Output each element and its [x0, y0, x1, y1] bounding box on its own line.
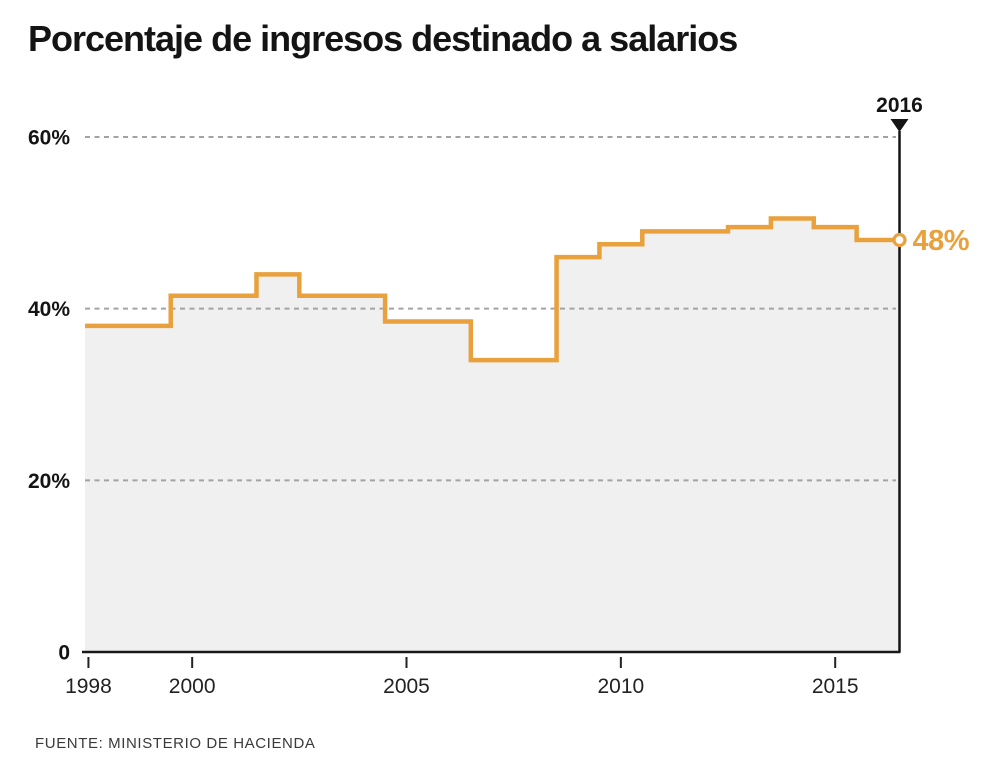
x-tick-label-2005: 2005 [383, 675, 430, 698]
annotation-year-label: 2016 [876, 94, 923, 117]
y-tick-label-20: 20% [28, 470, 70, 493]
x-tick-label-2010: 2010 [597, 675, 644, 698]
area-fill [85, 218, 900, 652]
source-note: FUENTE: MINISTERIO DE HACIENDA [35, 735, 316, 752]
end-value-label: 48% [913, 225, 970, 257]
y-tick-label-60: 60% [28, 127, 70, 150]
page-title: Porcentaje de ingresos destinado a salar… [28, 18, 738, 59]
triangle-down-icon [890, 119, 909, 132]
step-line [85, 216, 900, 363]
x-tick-label-2000: 2000 [169, 675, 216, 698]
x-tick-label-2015: 2015 [812, 675, 859, 698]
y-tick-label-40: 40% [28, 298, 70, 321]
x-tick-label-1998: 1998 [65, 675, 112, 698]
end-point-marker [892, 232, 907, 248]
y-tick-label-0: 0 [58, 642, 70, 665]
